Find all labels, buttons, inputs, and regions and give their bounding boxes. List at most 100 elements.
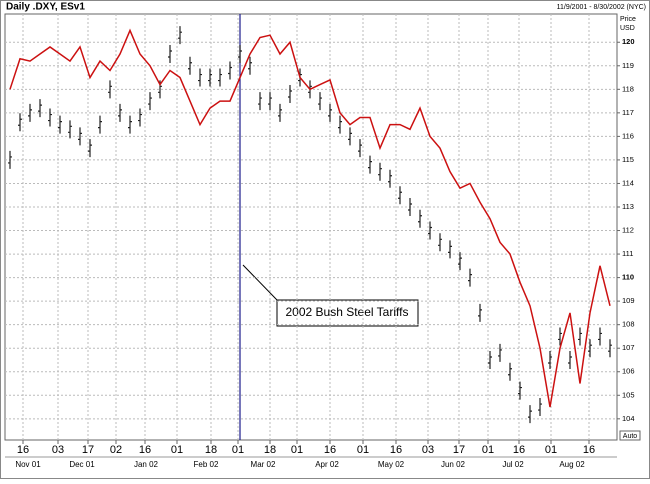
x-tick-label: 01 bbox=[545, 444, 557, 456]
month-label: Aug 02 bbox=[559, 460, 585, 469]
price-bar bbox=[288, 85, 292, 104]
y-tick-label: 120 bbox=[622, 37, 635, 46]
x-tick-label: 01 bbox=[482, 444, 494, 456]
y-tick-label: 112 bbox=[622, 226, 634, 235]
y-tick-label: 114 bbox=[622, 178, 634, 187]
y-tick-label: 107 bbox=[622, 343, 635, 352]
y-tick-label: 108 bbox=[622, 320, 635, 329]
price-bar bbox=[58, 115, 62, 134]
price-bar bbox=[608, 339, 612, 358]
y-tick-label: 117 bbox=[622, 108, 634, 117]
price-bar bbox=[68, 120, 72, 139]
date-range: 11/9/2001 - 8/30/2002 (NYC) bbox=[557, 4, 646, 11]
price-bar bbox=[238, 45, 242, 64]
price-line bbox=[9, 28, 611, 408]
price-bar bbox=[408, 197, 412, 216]
month-label: Jul 02 bbox=[502, 460, 524, 469]
month-label: Feb 02 bbox=[194, 460, 219, 469]
x-tick-label: 18 bbox=[264, 444, 276, 456]
scale-mode[interactable]: Auto bbox=[623, 433, 638, 440]
y-tick-label: 104 bbox=[622, 414, 635, 423]
scale-mode-box[interactable] bbox=[619, 430, 641, 441]
price-bar bbox=[8, 150, 12, 169]
price-bar bbox=[208, 68, 212, 87]
month-label: Jun 02 bbox=[441, 460, 466, 469]
x-tick-label: 16 bbox=[324, 444, 336, 456]
month-label: Mar 02 bbox=[251, 460, 276, 469]
price-bar bbox=[128, 115, 132, 134]
price-bar bbox=[178, 26, 182, 45]
x-tick-label: 01 bbox=[171, 444, 183, 456]
y-tick-label: 109 bbox=[622, 296, 635, 305]
price-bar bbox=[18, 113, 22, 132]
price-bar bbox=[588, 339, 592, 358]
price-bar bbox=[328, 103, 332, 122]
x-tick-label: 01 bbox=[232, 444, 244, 456]
price-bar bbox=[538, 398, 542, 417]
y-tick-label: 106 bbox=[622, 367, 635, 376]
y-axis-unit: USD bbox=[620, 25, 635, 32]
price-bar bbox=[138, 108, 142, 127]
y-tick-label: 105 bbox=[622, 390, 635, 399]
x-tick-label: 16 bbox=[139, 444, 151, 456]
price-bar bbox=[28, 103, 32, 122]
price-bar bbox=[468, 268, 472, 287]
price-bar bbox=[348, 127, 352, 146]
price-bar bbox=[428, 221, 432, 240]
y-tick-label: 118 bbox=[622, 84, 634, 93]
price-bar bbox=[198, 68, 202, 87]
month-label: May 02 bbox=[378, 460, 405, 469]
chart-title: Daily .DXY, ESv1 bbox=[6, 2, 85, 13]
price-bar bbox=[458, 252, 462, 271]
x-tick-label: 17 bbox=[453, 444, 465, 456]
price-bar bbox=[98, 115, 102, 134]
x-tick-label: 16 bbox=[513, 444, 525, 456]
x-tick-label: 16 bbox=[390, 444, 402, 456]
price-bar bbox=[438, 233, 442, 252]
price-bar bbox=[108, 80, 112, 99]
price-bar bbox=[528, 405, 532, 424]
x-tick-label: 02 bbox=[110, 444, 122, 456]
price-bar bbox=[218, 68, 222, 87]
price-bar bbox=[478, 303, 482, 322]
price-bar bbox=[368, 155, 372, 174]
x-tick-label: 17 bbox=[82, 444, 94, 456]
price-bar bbox=[148, 92, 152, 111]
month-label: Nov 01 bbox=[15, 460, 41, 469]
price-bar bbox=[358, 139, 362, 158]
y-tick-label: 119 bbox=[622, 61, 634, 70]
x-tick-label: 03 bbox=[422, 444, 434, 456]
month-label: Dec 01 bbox=[69, 460, 95, 469]
price-bar bbox=[418, 209, 422, 228]
price-bar bbox=[228, 61, 232, 80]
price-bar bbox=[168, 45, 172, 64]
x-tick-label: 16 bbox=[583, 444, 595, 456]
price-bar bbox=[578, 327, 582, 346]
price-bar bbox=[38, 99, 42, 118]
price-bar bbox=[548, 350, 552, 369]
x-tick-label: 01 bbox=[291, 444, 303, 456]
y-tick-label: 113 bbox=[622, 202, 634, 211]
x-tick-label: 01 bbox=[357, 444, 369, 456]
y-axis-label: Price bbox=[620, 16, 636, 23]
price-bar bbox=[518, 381, 522, 400]
price-bar bbox=[258, 92, 262, 111]
price-bar bbox=[338, 115, 342, 134]
month-label: Jan 02 bbox=[134, 460, 159, 469]
price-bar bbox=[558, 327, 562, 346]
price-bar bbox=[488, 350, 492, 369]
x-tick-label: 16 bbox=[17, 444, 29, 456]
price-bar bbox=[248, 56, 252, 75]
y-tick-label: 111 bbox=[622, 249, 633, 258]
price-bar bbox=[378, 162, 382, 181]
x-tick-label: 03 bbox=[52, 444, 64, 456]
price-bar bbox=[268, 92, 272, 111]
annotation-box bbox=[276, 299, 419, 327]
y-tick-label: 116 bbox=[622, 131, 634, 140]
price-bar bbox=[48, 108, 52, 127]
price-bar bbox=[278, 103, 282, 122]
annotation: 2002 Bush Steel Tariffs bbox=[286, 305, 409, 319]
price-bar bbox=[88, 139, 92, 158]
price-bar bbox=[118, 103, 122, 122]
